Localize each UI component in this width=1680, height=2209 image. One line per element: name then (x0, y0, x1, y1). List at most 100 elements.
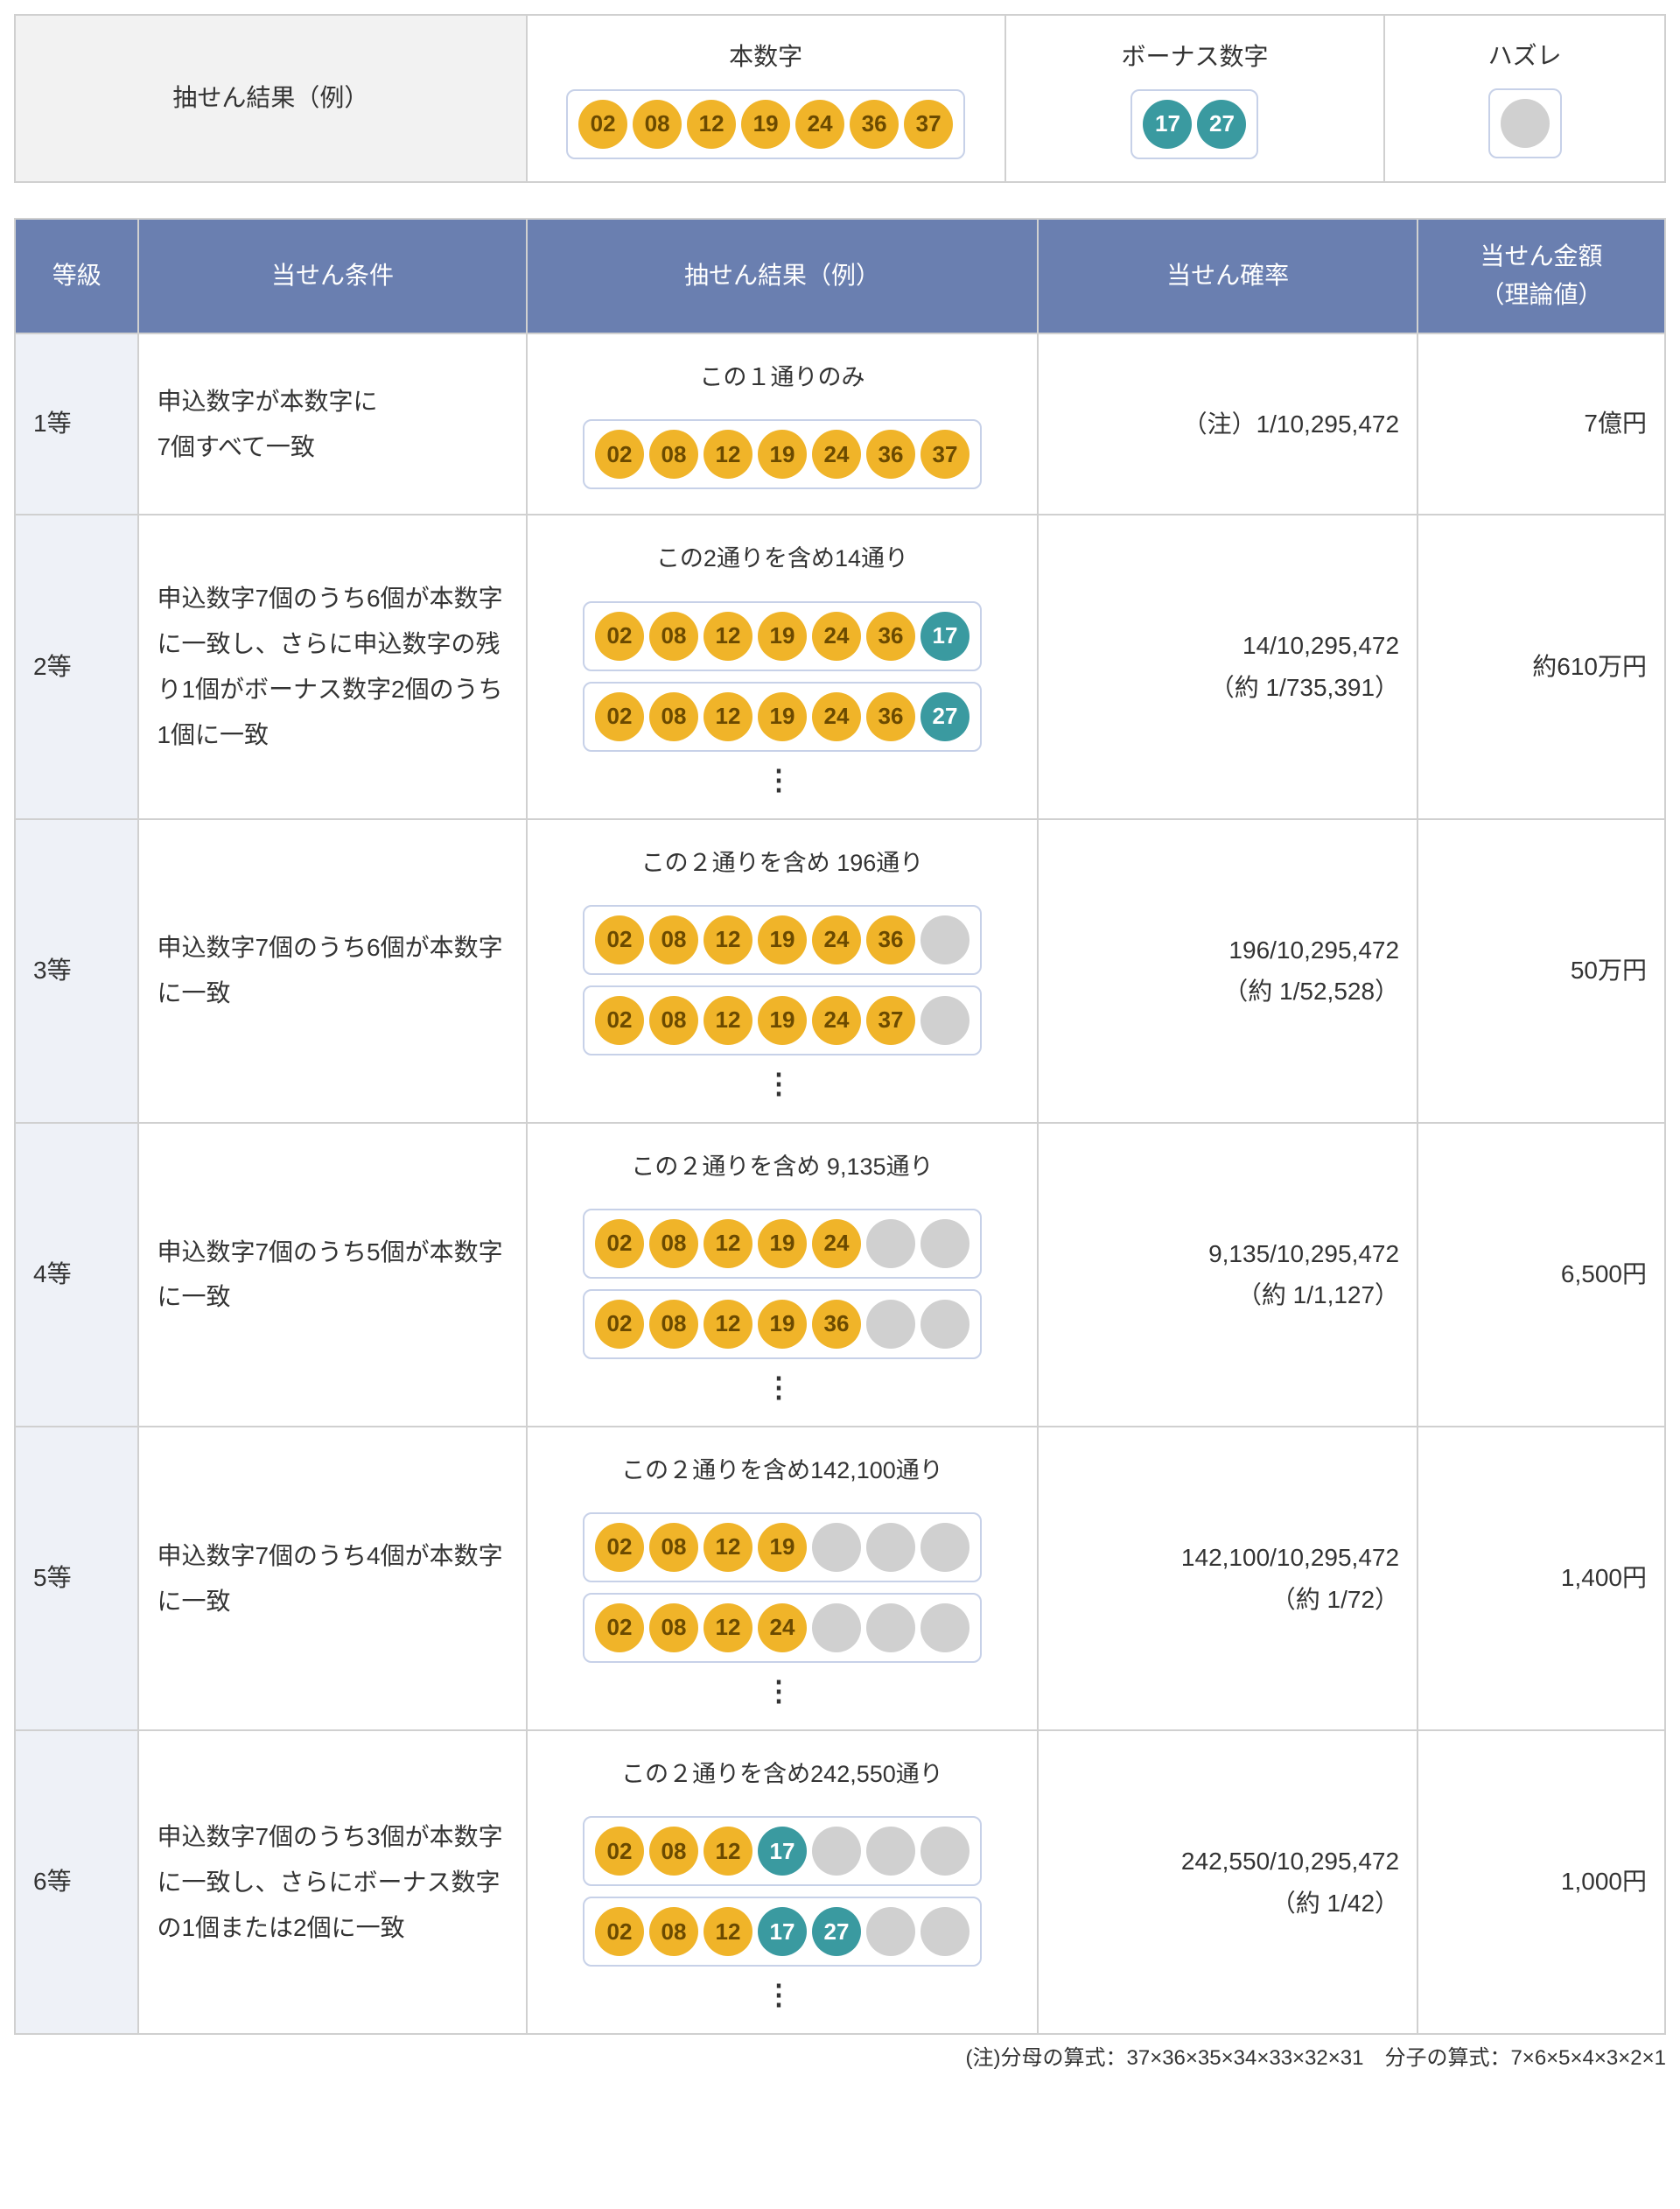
main-ball: 02 (595, 612, 644, 661)
table-row: 6等申込数字7個のうち3個が本数字に一致し、さらにボーナス数字の1個または2個に… (15, 1730, 1665, 2034)
col-example-header: 抽せん結果（例） (527, 219, 1039, 334)
main-ball: 02 (595, 915, 644, 964)
main-ball: 12 (704, 1523, 752, 1572)
main-ball: 36 (866, 430, 915, 479)
main-ball: 08 (649, 996, 698, 1045)
main-ball: 02 (595, 430, 644, 479)
main-ball: 02 (595, 1523, 644, 1572)
probability-cell: 14/10,295,472（約 1/735,391） (1038, 515, 1418, 818)
miss-ball (920, 1827, 970, 1876)
ball-box: 0208121727 (583, 1897, 982, 1967)
prize-cell: 1,400円 (1418, 1427, 1665, 1730)
bonus-ball: 27 (812, 1907, 861, 1956)
main-ball: 02 (595, 996, 644, 1045)
main-ball: 36 (850, 100, 899, 149)
main-ball: 12 (704, 996, 752, 1045)
probability-cell: 242,550/10,295,472（約 1/42） (1038, 1730, 1418, 2034)
miss-ball (920, 1907, 970, 1956)
main-ball: 24 (795, 100, 844, 149)
ball-box: 02081219243637 (583, 419, 982, 489)
legend-label: 抽せん結果（例） (172, 84, 368, 111)
grade-cell: 1等 (15, 333, 138, 515)
example-cell: この２通りを含め 196通り020812192436020812192437⋮ (527, 819, 1039, 1123)
main-ball: 08 (649, 1603, 698, 1652)
main-ball: 36 (812, 1300, 861, 1349)
main-ball: 12 (704, 692, 752, 741)
main-ball: 37 (920, 430, 970, 479)
legend-miss-heading: ハズレ (1399, 37, 1650, 76)
miss-ball (866, 1907, 915, 1956)
miss-ball (920, 1219, 970, 1268)
main-ball: 08 (649, 1907, 698, 1956)
main-ball: 08 (649, 692, 698, 741)
condition-cell: 申込数字7個のうち3個が本数字に一致し、さらにボーナス数字の1個または2個に一致 (138, 1730, 526, 2034)
table-row: 3等申込数字7個のうち6個が本数字に一致 この２通りを含め 196通り 020812… (15, 819, 1665, 1123)
prize-cell: 50万円 (1418, 819, 1665, 1123)
bonus-ball: 27 (920, 692, 970, 741)
miss-ball (920, 915, 970, 964)
probability-cell: 196/10,295,472（約 1/52,528） (1038, 819, 1418, 1123)
ball-box: 02081224 (583, 1593, 982, 1663)
legend-main-balls: 02081219243637 (566, 89, 965, 159)
main-ball: 12 (704, 1907, 752, 1956)
example-caption: この２通りを含め 196通り (641, 845, 924, 882)
example-cell: この２通りを含め142,100通り0208121902081224⋮ (527, 1427, 1039, 1730)
main-ball: 37 (904, 100, 953, 149)
main-ball: 19 (758, 430, 807, 479)
main-ball: 12 (704, 1300, 752, 1349)
grade-cell: 3等 (15, 819, 138, 1123)
bonus-ball: 17 (758, 1907, 807, 1956)
main-ball: 24 (812, 692, 861, 741)
col-grade-header: 等級 (15, 219, 138, 334)
grade-cell: 5等 (15, 1427, 138, 1730)
miss-ball-icon (1501, 99, 1550, 148)
main-ball: 08 (649, 915, 698, 964)
example-caption: この２通りを含め 9,135通り (631, 1148, 933, 1186)
miss-ball (920, 1300, 970, 1349)
prize-cell: 約610万円 (1418, 515, 1665, 818)
main-ball: 08 (649, 1300, 698, 1349)
prize-cell: 7億円 (1418, 333, 1665, 515)
probability-cell: 9,135/10,295,472（約 1/1,127） (1038, 1123, 1418, 1427)
main-ball: 12 (704, 430, 752, 479)
bonus-ball: 17 (1143, 100, 1192, 149)
col-prize-header: 当せん金額（理論値） (1418, 219, 1665, 334)
miss-ball (866, 1300, 915, 1349)
miss-ball (866, 1827, 915, 1876)
miss-ball (920, 996, 970, 1045)
ball-box: 0208121936 (583, 1289, 982, 1359)
bonus-ball: 17 (758, 1827, 807, 1876)
probability-cell: 142,100/10,295,472（約 1/72） (1038, 1427, 1418, 1730)
grade-cell: 4等 (15, 1123, 138, 1427)
vertical-ellipsis-icon: ⋮ (765, 766, 800, 794)
vertical-ellipsis-icon: ⋮ (765, 1677, 800, 1705)
miss-ball (920, 1603, 970, 1652)
prize-cell: 1,000円 (1418, 1730, 1665, 2034)
main-ball: 19 (758, 692, 807, 741)
miss-ball (866, 1603, 915, 1652)
main-ball: 02 (595, 1827, 644, 1876)
main-ball: 08 (649, 430, 698, 479)
col-condition-header: 当せん条件 (138, 219, 526, 334)
condition-cell: 申込数字7個のうち4個が本数字に一致 (138, 1427, 526, 1730)
main-ball: 19 (758, 996, 807, 1045)
example-caption: この１通りのみ (699, 359, 864, 396)
miss-ball (920, 1523, 970, 1572)
table-row: 5等申込数字7個のうち4個が本数字に一致この２通りを含め142,100通り020… (15, 1427, 1665, 1730)
condition-cell: 申込数字7個のうち6個が本数字に一致 (138, 819, 526, 1123)
table-row: 4等申込数字7個のうち5個が本数字に一致この２通りを含め 9,135通り0208… (15, 1123, 1665, 1427)
main-ball: 02 (595, 1603, 644, 1652)
main-ball: 24 (812, 996, 861, 1045)
legend-bonus-balls: 1727 (1130, 89, 1258, 159)
main-ball: 37 (866, 996, 915, 1045)
main-ball: 12 (687, 100, 736, 149)
main-ball: 19 (741, 100, 790, 149)
grade-table: 等級 当せん条件 抽せん結果（例） 当せん確率 当せん金額（理論値） 1等申込数… (14, 218, 1666, 2036)
main-ball: 08 (649, 1523, 698, 1572)
legend-main-heading: 本数字 (542, 38, 990, 77)
example-cell: この２通りを含め 9,135通り02081219240208121936⋮ (527, 1123, 1039, 1427)
ball-box: 02081217 (583, 1816, 982, 1886)
example-caption: この２通りを含め242,550通り (621, 1756, 943, 1793)
bonus-ball: 27 (1197, 100, 1246, 149)
main-ball: 24 (758, 1603, 807, 1652)
